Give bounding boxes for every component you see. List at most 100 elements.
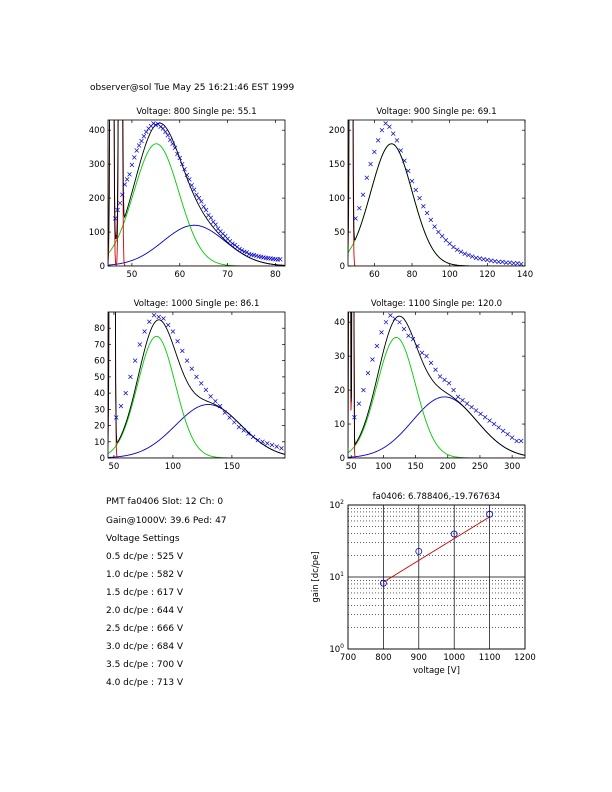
data-point-marker [136, 143, 142, 148]
data-point-marker [139, 138, 144, 144]
y-tick-label: 100 [329, 194, 345, 204]
data-point-marker [518, 261, 524, 266]
data-point-marker [394, 138, 400, 143]
data-point-marker [194, 374, 199, 380]
data-point-marker [496, 425, 501, 430]
single-pe-fit-curve [108, 335, 285, 458]
x-tick-label: 50 [346, 462, 357, 472]
data-point-marker [230, 241, 235, 246]
data-point-marker [370, 357, 375, 362]
data-point-marker [184, 358, 190, 363]
data-point-marker [129, 162, 135, 168]
voltage-setting-line: 4.0 dc/pe : 713 V [106, 678, 184, 688]
data-point-marker [112, 216, 118, 221]
data-point-marker [170, 329, 176, 334]
data-point-marker [442, 377, 447, 383]
y-tick-label: 0 [340, 262, 345, 272]
data-point-marker [182, 166, 187, 172]
total-fit-curve [348, 120, 525, 266]
data-point-marker [446, 381, 452, 386]
data-point-marker [134, 148, 139, 153]
data-point-marker [132, 155, 137, 160]
data-point-marker [175, 338, 180, 344]
x-tick-label: 50 [108, 462, 119, 472]
data-point-marker [473, 408, 479, 413]
y-tick-label: 200 [89, 194, 105, 204]
data-point-marker [374, 343, 380, 349]
data-point-marker [232, 420, 237, 425]
x-tick-label: 50 [127, 270, 138, 280]
data-point-marker [511, 261, 516, 266]
y-tick-label: 400 [89, 126, 105, 136]
data-point-marker [491, 421, 497, 427]
y-tick-label: 20 [94, 422, 105, 432]
gain-data-point [379, 579, 387, 587]
data-point-marker [353, 216, 358, 221]
total-fit-curve [108, 312, 285, 455]
data-point-marker [361, 387, 366, 393]
total-fit-curve [348, 312, 525, 456]
x-tick-label: 120 [479, 270, 495, 280]
plot-area [108, 312, 285, 458]
data-point-marker [406, 168, 411, 174]
data-point-marker [151, 121, 156, 126]
y-tick-label: 70 [94, 340, 105, 350]
data-point-marker [274, 444, 279, 449]
y-tick-label: 100 [329, 643, 344, 655]
page-header: observer@sol Tue May 25 16:21:46 EST 199… [90, 83, 295, 93]
x-tick-label: 150 [224, 462, 240, 472]
data-point-marker [144, 129, 149, 135]
data-point-marker [227, 415, 232, 420]
data-point-marker [194, 192, 199, 197]
data-point-marker [201, 204, 206, 209]
data-point-marker [203, 387, 209, 393]
y-tick-label: 0 [100, 262, 105, 272]
data-point-marker [163, 129, 168, 135]
data-point-marker [117, 200, 123, 206]
y-tick-label: 30 [94, 405, 105, 415]
data-point-marker [402, 158, 407, 163]
chart-title: Voltage: 900 Single pe: 69.1 [376, 107, 496, 117]
plot-area [108, 120, 285, 266]
data-point-marker [120, 192, 125, 197]
data-point-marker [500, 428, 506, 434]
data-point-marker [458, 249, 464, 254]
x-tick-label: 100 [165, 462, 181, 472]
data-point-marker [132, 358, 138, 363]
data-point-marker [196, 195, 202, 201]
data-point-marker [137, 342, 143, 347]
data-point-marker [492, 258, 498, 264]
y-tick-label: 0 [100, 454, 105, 464]
gain-data-point [415, 547, 423, 555]
data-point-marker [237, 246, 242, 252]
data-point-marker [437, 374, 443, 379]
data-point-marker [413, 187, 419, 193]
data-point-marker [466, 252, 471, 258]
multi-pe-fit-curve [108, 224, 285, 266]
data-point-marker [180, 348, 185, 354]
data-point-marker [410, 336, 416, 342]
data-point-marker [478, 411, 483, 417]
data-point-marker [208, 215, 214, 221]
data-point-marker [365, 370, 371, 376]
data-point-marker [114, 415, 119, 420]
gain-panel: 700 800 900 1000 1100 1200 100 101 102 fa0406: 6.… [311, 492, 536, 676]
y-tick-label: 40 [334, 318, 345, 328]
y-tick-label: 50 [94, 373, 105, 383]
x-tick-label: 150 [407, 462, 423, 472]
y-tick-label: 10 [94, 438, 105, 448]
data-point-marker [470, 254, 475, 259]
data-point-marker [485, 257, 490, 263]
data-point-marker [277, 256, 283, 262]
data-point-marker [360, 192, 366, 197]
y-tick-label: 10 [334, 420, 345, 430]
y-tick-label: 50 [334, 228, 345, 238]
y-axis-label: gain [dc/pe] [311, 551, 321, 602]
histogram-panel: 60 80 100 120 140 0 50 100 150 200 Voltage: 900 Si… [329, 107, 533, 280]
data-point-marker [496, 259, 501, 265]
data-point-marker [500, 259, 505, 265]
x-tick-label: 1100 [479, 653, 501, 663]
data-point-marker [482, 415, 488, 420]
data-point-marker [368, 161, 373, 167]
data-point-marker [179, 161, 185, 167]
